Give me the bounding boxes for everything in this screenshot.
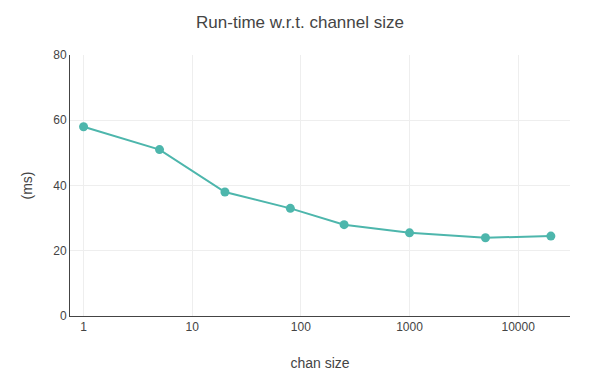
svg-text:0: 0 — [60, 309, 67, 323]
svg-text:10000: 10000 — [501, 320, 535, 334]
svg-text:1000: 1000 — [396, 320, 423, 334]
svg-text:100: 100 — [291, 320, 311, 334]
svg-text:80: 80 — [53, 48, 67, 62]
svg-text:10: 10 — [186, 320, 200, 334]
svg-text:(ms): (ms) — [19, 172, 35, 200]
svg-text:20: 20 — [53, 244, 67, 258]
svg-text:1: 1 — [80, 320, 87, 334]
svg-text:40: 40 — [53, 179, 67, 193]
svg-text:Run-time w.r.t. channel size: Run-time w.r.t. channel size — [196, 13, 404, 32]
svg-text:chan size: chan size — [290, 355, 349, 371]
svg-text:60: 60 — [53, 113, 67, 127]
